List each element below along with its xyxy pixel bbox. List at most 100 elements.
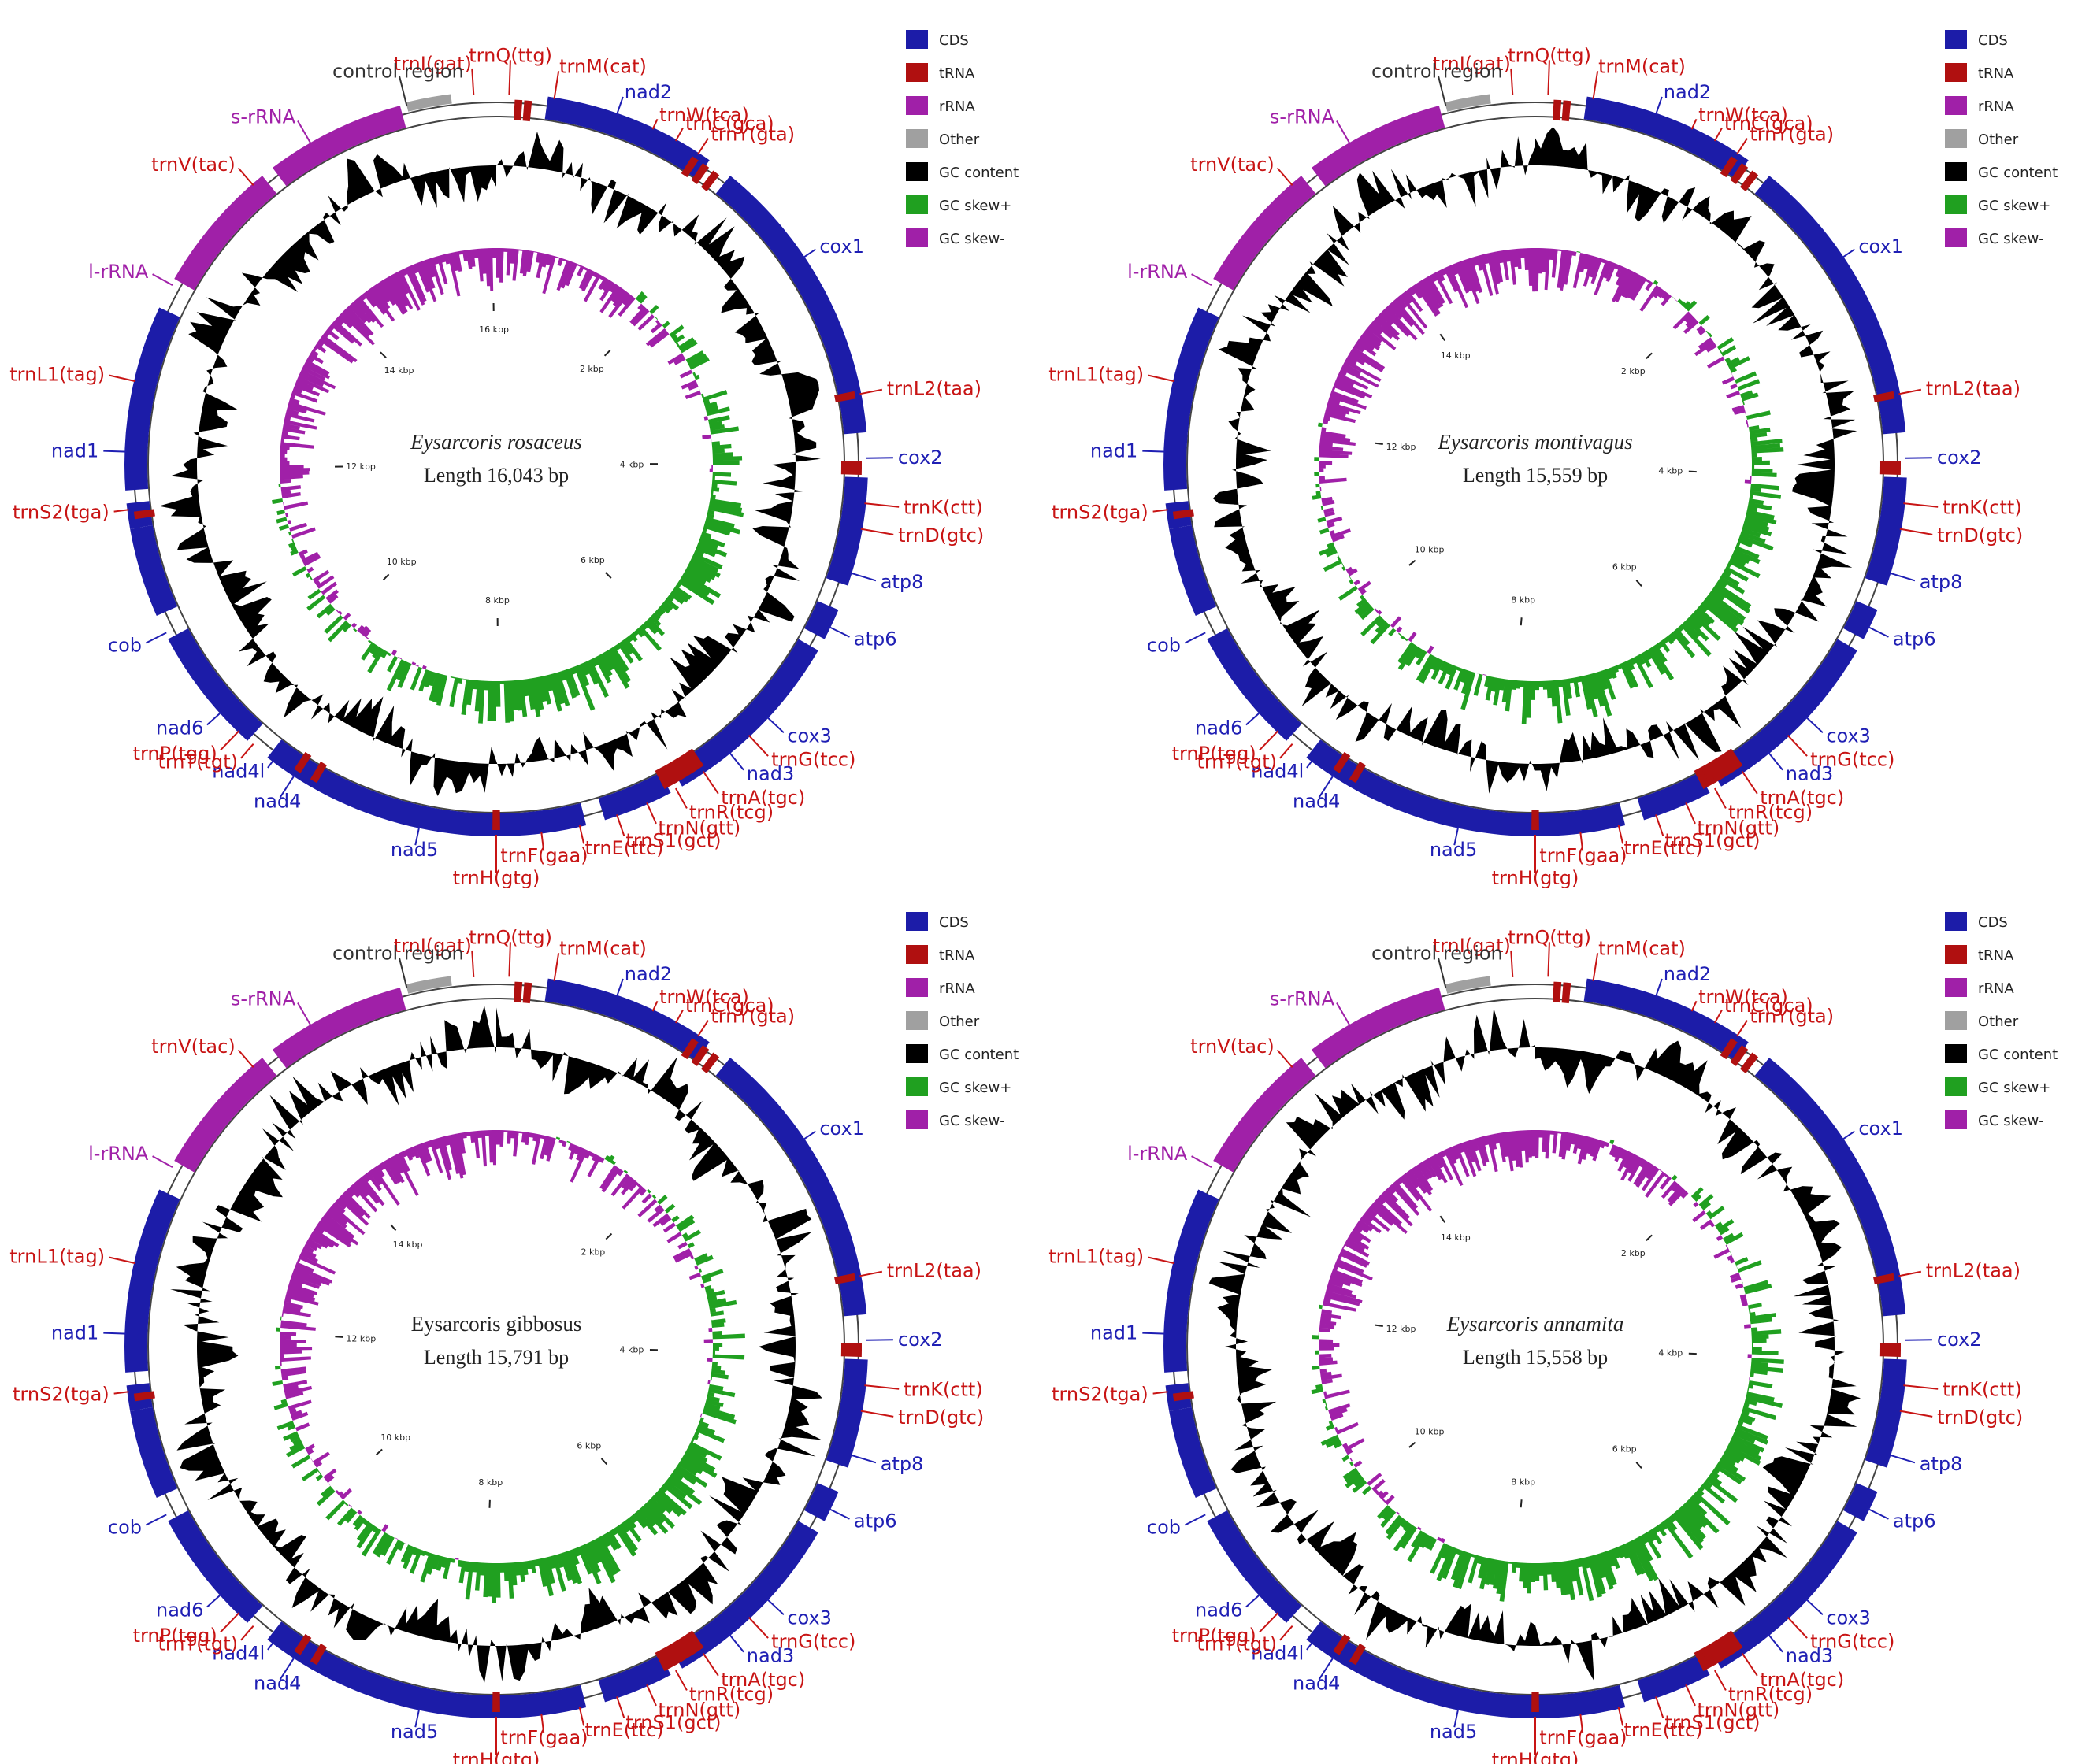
- cds-arc: [124, 1189, 180, 1373]
- kbp-tick-label: 2 kbp: [580, 364, 604, 374]
- gene-label-trne: trnE(ttc): [1623, 837, 1702, 859]
- label-leader: [1736, 1020, 1748, 1037]
- gene-label-nad5: nad5: [1430, 839, 1477, 861]
- gene-label-cox2: cox2: [898, 447, 943, 469]
- species-name: Eysarcoris annamita: [1446, 1312, 1624, 1336]
- label-leader: [1259, 1612, 1279, 1633]
- label-leader: [1903, 502, 1939, 508]
- legend-label: GC skew-: [939, 1113, 1005, 1129]
- label-leader: [1867, 1508, 1889, 1520]
- kbp-tick: [1408, 1441, 1416, 1448]
- gene-label-trna: trnA(tgc): [721, 787, 805, 809]
- label-leader: [1690, 118, 1698, 130]
- gene-label-nad1: nad1: [51, 1321, 98, 1343]
- label-leader: [508, 60, 511, 95]
- label-leader: [1191, 1155, 1212, 1169]
- label-leader: [103, 450, 127, 453]
- label-leader: [1787, 1617, 1808, 1639]
- gc-skew-minus-track: [1319, 248, 1752, 676]
- cds-arc: [1169, 524, 1217, 616]
- gene-label-cox1: cox1: [819, 1117, 864, 1140]
- gene-label-trnm: trnM(cat): [1598, 937, 1686, 959]
- gene-label-trns1: trnS1(gct): [1664, 1711, 1760, 1733]
- label-leader: [674, 1670, 688, 1691]
- gene-label-lrrna: l-rRNA: [88, 1143, 149, 1165]
- label-leader: [697, 138, 709, 155]
- trna-mark: [492, 809, 500, 831]
- trna-mark: [660, 1646, 677, 1669]
- kbp-tick: [1646, 1234, 1653, 1241]
- cds-arc: [1865, 1358, 1907, 1468]
- gene-label-trnd: trnD(gtc): [898, 1406, 984, 1429]
- legend-label: Other: [1978, 132, 2019, 148]
- gene-label-trnk: trnK(ctt): [1943, 496, 2022, 518]
- gene-label-srrna: s-rRNA: [1270, 988, 1335, 1010]
- legend-swatch: [1945, 162, 1967, 181]
- trna-mark: [1720, 1633, 1738, 1655]
- trna-mark: [1553, 99, 1562, 121]
- cds-arc: [1207, 1510, 1302, 1623]
- rrna-arc: [174, 1058, 277, 1173]
- gene-label-trnp: trnP(tgg): [1172, 743, 1256, 765]
- cds-arc: [130, 524, 178, 616]
- gene-label-trnv: trnV(tac): [1190, 1036, 1275, 1058]
- trna-mark: [1694, 1649, 1711, 1671]
- trna-mark: [1720, 156, 1738, 178]
- gene-label-trnl1: trnL1(tag): [9, 363, 105, 385]
- gene-label-trnv: trnV(tac): [1190, 154, 1275, 176]
- trna-mark: [1333, 1633, 1351, 1655]
- label-leader: [1592, 953, 1599, 981]
- kbp-tick: [1439, 1215, 1446, 1223]
- label-leader: [1148, 374, 1175, 383]
- gene-label-trnq: trnQ(ttg): [1508, 44, 1591, 66]
- gene-label-trnr: trnR(tcg): [1728, 1684, 1813, 1706]
- label-leader: [1899, 1410, 1933, 1418]
- trna-mark: [834, 391, 856, 402]
- gene-label-cob: cob: [1147, 1516, 1181, 1538]
- trna-mark: [133, 509, 155, 520]
- label-leader: [1768, 1633, 1783, 1653]
- cds-arc: [1583, 978, 1749, 1062]
- trna-mark: [1172, 509, 1194, 520]
- label-leader: [1713, 788, 1727, 809]
- gene-label-trnl1: trnL1(tag): [1048, 1245, 1144, 1267]
- kbp-tick-label: 12 kbp: [346, 461, 376, 472]
- kbp-tick: [335, 1336, 343, 1338]
- kbp-tick-label: 8 kbp: [1511, 595, 1535, 605]
- trna-mark: [1873, 1273, 1895, 1284]
- gene-label-srrna: s-rRNA: [231, 106, 296, 128]
- legend-label: CDS: [939, 914, 969, 931]
- label-leader: [729, 751, 744, 771]
- trna-mark: [666, 762, 683, 784]
- gene-label-trnl2: trnL2(taa): [1926, 1260, 2020, 1282]
- trna-mark: [840, 1343, 863, 1351]
- gene-label-trnp: trnP(tgg): [133, 1625, 217, 1647]
- kbp-tick-label: 8 kbp: [485, 595, 510, 606]
- gene-label-trnd: trnD(gtc): [1937, 524, 2023, 547]
- kbp-tick: [1520, 617, 1523, 626]
- gene-label-nad2: nad2: [625, 963, 672, 985]
- label-leader: [267, 759, 274, 769]
- label-leader: [220, 730, 240, 751]
- gene-label-lrrna: l-rRNA: [88, 261, 149, 283]
- gene-label-trnf: trnF(gaa): [1539, 844, 1627, 866]
- label-leader: [540, 1714, 545, 1733]
- species-name: Eysarcoris montivagus: [1437, 430, 1632, 454]
- label-leader: [471, 950, 475, 977]
- gene-label-atp8: atp8: [1920, 571, 1963, 593]
- label-leader: [1279, 1625, 1293, 1641]
- gene-label-trnc: trnC(gca): [1724, 113, 1813, 135]
- gene-label-trnd: trnD(gtc): [1937, 1406, 2023, 1429]
- gene-label-trnf: trnF(gaa): [1539, 1726, 1627, 1748]
- label-leader: [1867, 626, 1889, 638]
- label-leader: [152, 1155, 173, 1169]
- label-leader: [240, 743, 254, 759]
- gene-label-atp8: atp8: [881, 1453, 924, 1475]
- gene-label-trni: trnI(gat): [394, 53, 472, 75]
- label-leader: [1889, 1454, 1916, 1464]
- gene-label-nad4: nad4: [1293, 791, 1340, 813]
- legend-swatch: [1945, 195, 1967, 214]
- legend-label: GC content: [1978, 165, 2058, 181]
- kbp-tick-label: 10 kbp: [1415, 544, 1445, 554]
- gene-label-nad6: nad6: [156, 1599, 203, 1621]
